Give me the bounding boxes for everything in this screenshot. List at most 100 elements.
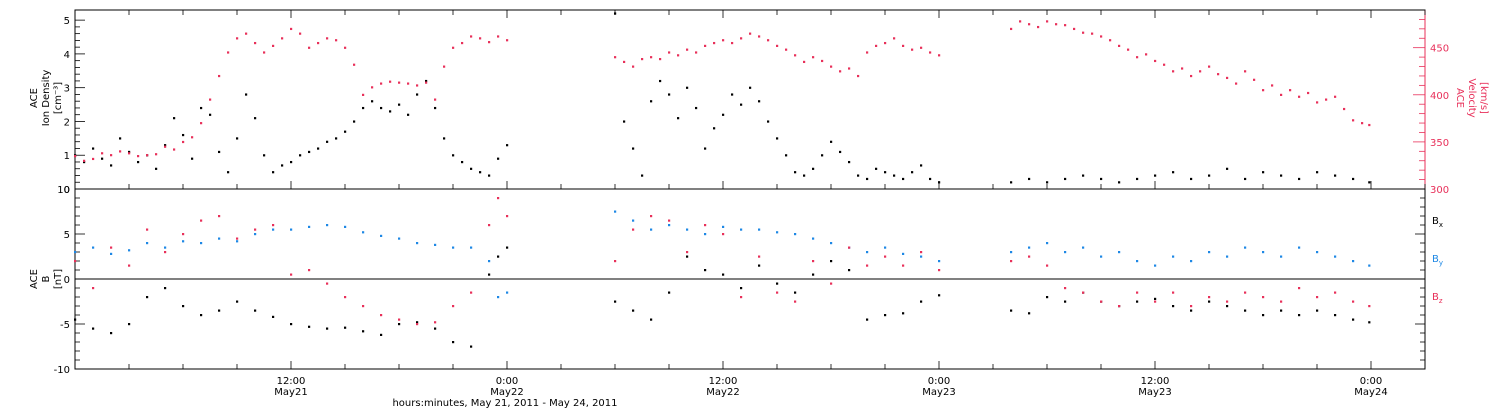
svg-text:By: By [1432, 254, 1443, 267]
bottom-point-black [254, 309, 257, 312]
top-point-pink [848, 67, 851, 70]
svg-text:Bz: Bz [1432, 292, 1443, 305]
bottom-point-pink [74, 260, 77, 263]
bottom-point-pink [488, 224, 491, 227]
top-point-black [704, 147, 707, 150]
top-point-black [110, 164, 113, 167]
bottom-point-pink [938, 269, 941, 272]
legend-entry-bz: Bz [1432, 292, 1443, 305]
top-point-pink [1019, 20, 1022, 23]
top-point-black [434, 106, 437, 110]
bottom-point-blue [866, 251, 869, 254]
top-point-black [749, 86, 752, 89]
top-point-pink [623, 60, 626, 64]
top-point-black [461, 160, 464, 164]
top-left-tick-label: 2 [64, 117, 70, 128]
bottom-point-black [866, 318, 869, 321]
bottom-point-black [1280, 309, 1283, 312]
bottom-series-black [74, 246, 1371, 348]
bottom-point-pink [290, 273, 293, 276]
top-point-pink [137, 155, 140, 158]
bottom-point-pink [1154, 300, 1157, 303]
bottom-point-pink [128, 264, 131, 267]
top-point-black [281, 164, 284, 167]
top-point-pink [407, 82, 410, 85]
top-point-black [245, 93, 248, 96]
bottom-point-blue [74, 251, 77, 254]
bottom-point-black [182, 305, 185, 308]
top-point-pink [254, 41, 257, 45]
top-point-black [866, 177, 869, 181]
top-point-pink [218, 74, 221, 78]
bottom-point-pink [110, 246, 113, 249]
top-point-pink [614, 56, 617, 59]
bottom-point-blue [200, 242, 203, 245]
bottom-point-blue [128, 249, 131, 252]
bottom-point-black [398, 323, 401, 326]
legend-entry-by: By [1432, 254, 1443, 267]
top-point-pink [1109, 39, 1112, 42]
bottom-point-black [1208, 300, 1211, 303]
bottom-point-blue [1226, 255, 1229, 258]
bottom-point-black [344, 326, 347, 329]
bottom-point-blue [146, 242, 149, 245]
bottom-point-pink [1334, 291, 1337, 294]
top-point-pink [389, 80, 392, 83]
top-point-pink [1316, 101, 1319, 104]
bottom-point-black [452, 341, 455, 344]
bottom-point-black [812, 273, 815, 276]
bottom-point-pink [1208, 296, 1211, 299]
x-tick-label-date: May22 [490, 387, 523, 398]
top-point-black [137, 160, 140, 164]
bottom-point-pink [686, 251, 689, 254]
top-point-pink [1343, 107, 1346, 111]
bottom-point-blue [344, 225, 347, 228]
bottom-point-black [1136, 300, 1139, 303]
top-point-black [1064, 177, 1067, 181]
top-point-pink [1082, 31, 1085, 34]
bottom-point-black [308, 325, 311, 328]
top-point-pink [344, 46, 347, 49]
top-point-black [353, 120, 356, 123]
top-point-pink [1046, 20, 1049, 23]
bottom-point-pink [668, 219, 671, 222]
top-point-pink [497, 35, 500, 38]
top-point-pink [1118, 44, 1121, 47]
bottom-point-pink [164, 251, 167, 254]
bottom-point-blue [452, 246, 455, 249]
top-point-pink [686, 48, 689, 51]
bottom-point-black [272, 315, 275, 318]
bottom-point-blue [254, 233, 257, 236]
top-right-label-line-3: [km/s] [1478, 82, 1489, 114]
x-axis-title: hours:minutes, May 21, 2011 - May 24, 20… [392, 398, 617, 409]
top-point-black [173, 117, 176, 120]
top-point-pink [929, 51, 932, 54]
top-series-black [74, 12, 1371, 184]
top-point-pink [884, 41, 887, 45]
bottom-point-black [848, 269, 851, 272]
legend: Bx By Bz [1432, 216, 1443, 305]
bottom-point-pink [794, 300, 797, 303]
bottom-point-black [434, 327, 437, 330]
top-point-black [722, 113, 725, 116]
top-point-pink [326, 37, 329, 40]
top-point-pink [1028, 23, 1031, 26]
bottom-panel-magnetic-field: -10 -5 0 5 10 [54, 185, 1426, 376]
bottom-point-black [650, 318, 653, 321]
top-right-label-line-2: Velocity [1466, 78, 1477, 117]
top-point-pink [938, 54, 941, 57]
top-point-pink [362, 93, 365, 96]
bottom-point-blue [1244, 246, 1247, 249]
bottom-point-pink [704, 224, 707, 227]
top-point-black [1136, 177, 1139, 181]
top-point-pink [290, 27, 293, 31]
bottom-point-pink [1190, 305, 1193, 308]
top-point-pink [668, 51, 671, 54]
top-point-black [1226, 167, 1229, 170]
top-point-black [290, 160, 293, 164]
top-point-black [362, 106, 365, 110]
top-point-pink [227, 51, 230, 54]
bottom-point-blue [182, 240, 185, 243]
bottom-point-pink [200, 219, 203, 222]
top-point-pink [461, 41, 464, 45]
